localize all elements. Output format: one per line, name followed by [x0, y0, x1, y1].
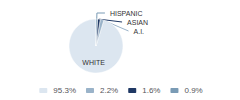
svg-text:ASIAN: ASIAN [127, 19, 148, 26]
svg-text:HISPANIC: HISPANIC [110, 10, 143, 17]
svg-text:0.9%: 0.9% [184, 86, 202, 95]
svg-text:A.I.: A.I. [134, 28, 145, 35]
svg-text:1.6%: 1.6% [142, 86, 160, 95]
svg-text:95.3%: 95.3% [53, 86, 76, 95]
svg-text:2.2%: 2.2% [100, 86, 118, 95]
svg-text:WHITE: WHITE [82, 59, 105, 66]
